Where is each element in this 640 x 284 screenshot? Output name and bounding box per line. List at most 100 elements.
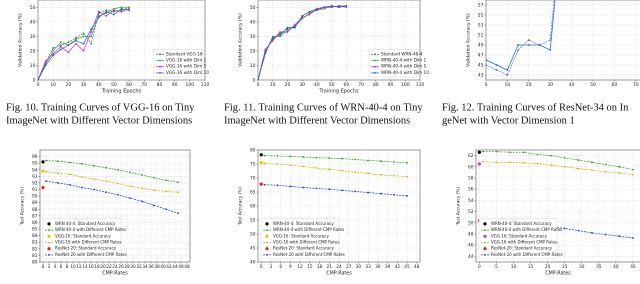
y-tick-label: 80 [250,148,256,154]
caption: ImageNet with Different Vector Dimension… [224,115,410,126]
data-point [495,69,498,71]
data-point [289,155,292,158]
x-tick-label: 70 [358,82,364,88]
x-tick-label: 110 [201,82,210,88]
legend-box [42,218,122,260]
data-point [69,161,71,164]
x-tick-label: 60 [612,82,618,88]
x-tick-label: 10 [505,82,511,88]
data-point [52,54,55,57]
data-point [105,9,108,12]
y-tick-label: 82 [32,246,38,252]
data-point [550,154,552,157]
x-tick-label: 5 [495,264,498,270]
x-tick-label: 0 [37,82,40,88]
x-tick-label: 0 [478,264,481,270]
data-point [367,172,370,175]
series-group [41,159,179,215]
data-point [105,15,108,17]
legend-swatch [159,72,161,74]
data-point [618,165,621,168]
x-tick-label: 44 [172,264,178,270]
x-axis-label: Training Epochs [318,89,359,95]
data-point [259,153,263,157]
legend-swatch [47,247,51,251]
data-point [550,164,552,167]
x-tick-label: 30 [299,82,305,88]
data-point [563,156,566,159]
data-point [165,208,167,211]
data-point [105,180,107,182]
x-tick-label: 8 [66,264,69,270]
x-axis-label: CMP-Rates [326,271,352,277]
data-point [517,44,519,46]
y-tick-label: 40 [30,19,36,25]
data-point [538,44,541,46]
caption: Fig. 11. Training Curves of WRN-40-4 on … [224,102,423,113]
data-point [263,183,266,186]
data-point [632,173,634,176]
legend-label: ResNet-20 with Different CMP Rates [491,252,563,257]
y-axis-label: Test Accuracy (%) [238,187,244,227]
x-tick-label: 21 [327,264,333,270]
data-point [117,182,119,185]
x-tick-label: 3 [270,264,273,270]
legend-swatch [374,72,376,74]
data-point [271,35,274,38]
x-tick-label: 27 [346,264,352,270]
x-tick-label: 32 [136,264,142,270]
y-tick-label: 62 [468,153,474,159]
data-point [506,74,509,76]
y-axis-label: Validation Accuracy (%) [466,13,472,67]
data-point [509,151,512,154]
data-point [308,10,311,13]
y-tick-label: 30 [250,34,256,40]
legend-swatch [374,53,376,56]
y-tick-label: 10 [250,63,256,69]
legend-swatch [159,65,161,68]
data-point [393,174,395,177]
data-point [393,161,395,163]
data-point [38,79,39,80]
chart: 43454749515355570102030405060708090100Va… [466,0,640,88]
x-tick-label: 6 [60,264,63,270]
y-tick-label: 0 [33,78,36,84]
data-point [354,158,357,161]
data-point [286,28,289,30]
data-point [153,204,155,207]
data-point [141,200,143,203]
x-axis-label: CMP-Rates [545,271,571,277]
data-point [315,187,318,190]
data-point [82,50,85,52]
y-tick-label: 43 [478,73,484,79]
data-point [177,212,179,215]
x-tick-label: 10 [50,82,56,88]
data-point [591,169,593,172]
x-tick-label: 24 [112,264,118,270]
data-point [75,38,77,41]
data-point [259,161,263,165]
y-tick-label: 10 [30,63,36,69]
y-tick-label: 56 [468,187,474,193]
legend-swatch [483,247,487,251]
y-tick-label: 65 [250,190,256,196]
data-point [604,163,607,166]
data-point [120,6,123,9]
legend-label: WRN-40-4 with Dim 1 [381,58,427,63]
data-point [259,182,263,186]
data-point [380,160,383,163]
data-point [41,160,45,164]
data-point [301,18,304,20]
data-point [495,150,498,153]
legend-label: Standard VGG-16 [166,51,203,56]
data-point [315,167,318,169]
data-point [577,229,580,232]
y-tick-label: 88 [32,207,38,213]
data-point [165,190,167,193]
x-tick-label: 28 [124,264,130,270]
data-point [75,36,77,39]
y-tick-label: 94 [32,167,38,173]
data-point [264,48,267,51]
data-point [59,44,62,46]
y-tick-label: 52 [468,209,474,215]
